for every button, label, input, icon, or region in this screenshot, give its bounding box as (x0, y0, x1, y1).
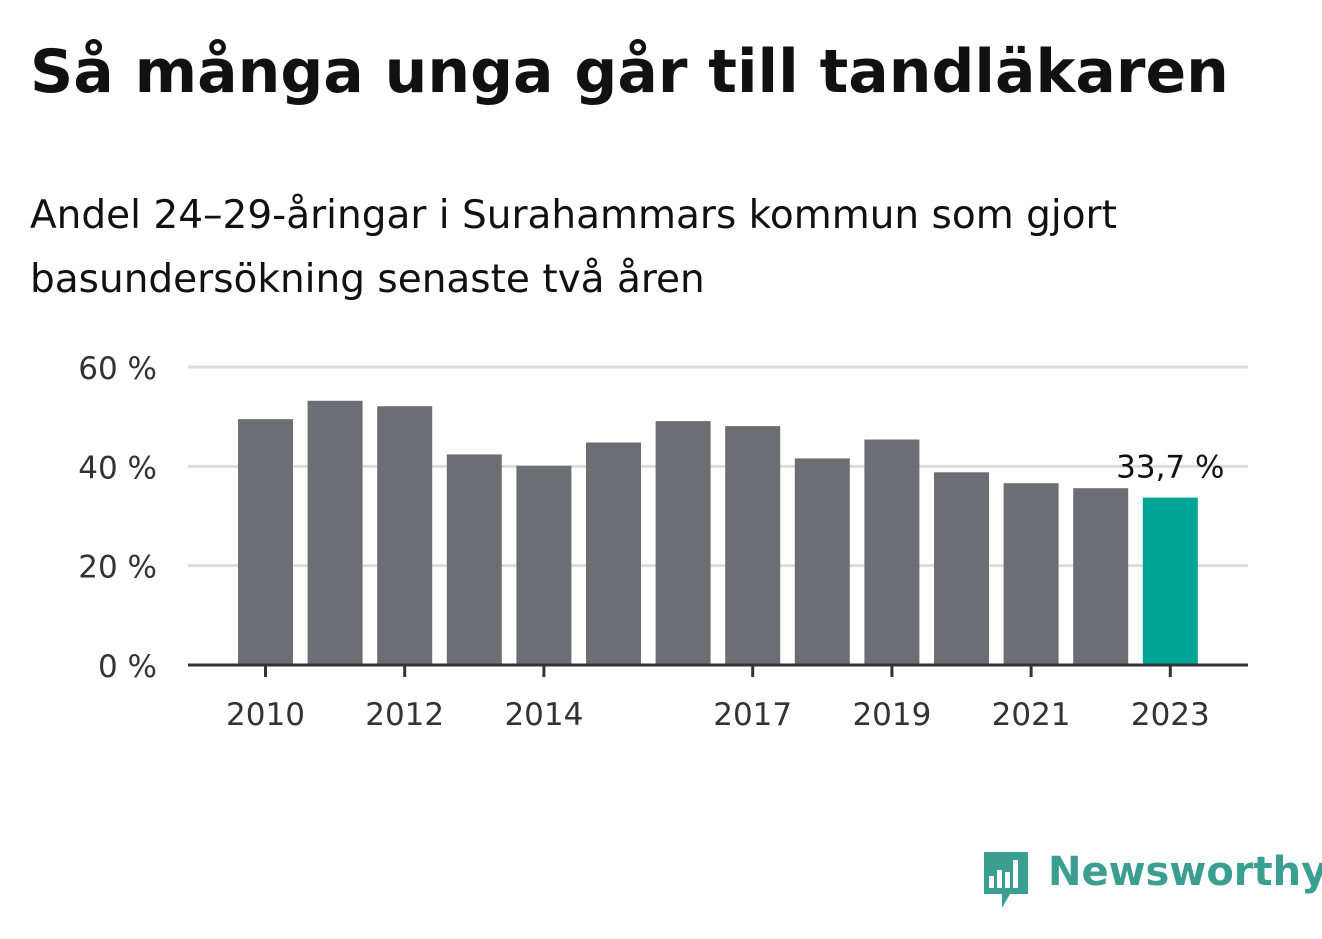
bar-2020 (934, 472, 989, 665)
y-tick-label: 60 % (78, 351, 157, 387)
brand-name: Newsworthy (1048, 849, 1322, 895)
gridlines (188, 365, 1248, 568)
bars (238, 400, 1198, 665)
bar-2015 (586, 442, 641, 665)
bar-2017 (725, 426, 781, 665)
bar-2010 (238, 419, 293, 665)
bar-2011 (307, 400, 363, 665)
annotations: 33,7 % (1116, 450, 1224, 486)
newsworthy-logo-icon (984, 852, 1028, 908)
x-tick-label: 2021 (992, 697, 1071, 733)
chart-title: Så många unga går till tandläkaren (30, 37, 1229, 107)
x-axis-tick-labels: 2010 2012 2014 2017 2019 2021 2023 (226, 665, 1210, 733)
x-tick-label: 2014 (504, 697, 583, 733)
data-label: 33,7 % (1116, 450, 1224, 486)
bar-2012 (377, 406, 433, 665)
bar-chart: 0 % 20 % 40 % 60 % 2010 2012 2014 2017 2019 2021… (78, 351, 1248, 733)
x-tick-label: 2010 (226, 697, 305, 733)
bar-2014 (516, 465, 572, 665)
bar-2018 (794, 458, 850, 665)
x-tick-label: 2023 (1131, 697, 1210, 733)
newsworthy-brand: Newsworthy (980, 848, 1322, 912)
bar-2016 (655, 421, 711, 665)
bar-2022 (1073, 488, 1129, 665)
y-tick-label: 0 % (98, 649, 157, 685)
bar-2023 (1142, 497, 1198, 665)
x-tick-label: 2017 (713, 697, 792, 733)
y-tick-label: 20 % (78, 550, 157, 586)
bar-2013 (446, 454, 502, 665)
y-tick-label: 40 % (78, 450, 157, 486)
bar-2021 (1003, 483, 1059, 665)
x-tick-label: 2019 (852, 697, 931, 733)
chart-subtitle: Andel 24–29-åringar i Surahammars kommun… (30, 193, 1117, 302)
bar-2019 (864, 439, 920, 665)
y-axis-tick-labels: 0 % 20 % 40 % 60 % (78, 351, 157, 685)
x-tick-label: 2012 (365, 697, 444, 733)
